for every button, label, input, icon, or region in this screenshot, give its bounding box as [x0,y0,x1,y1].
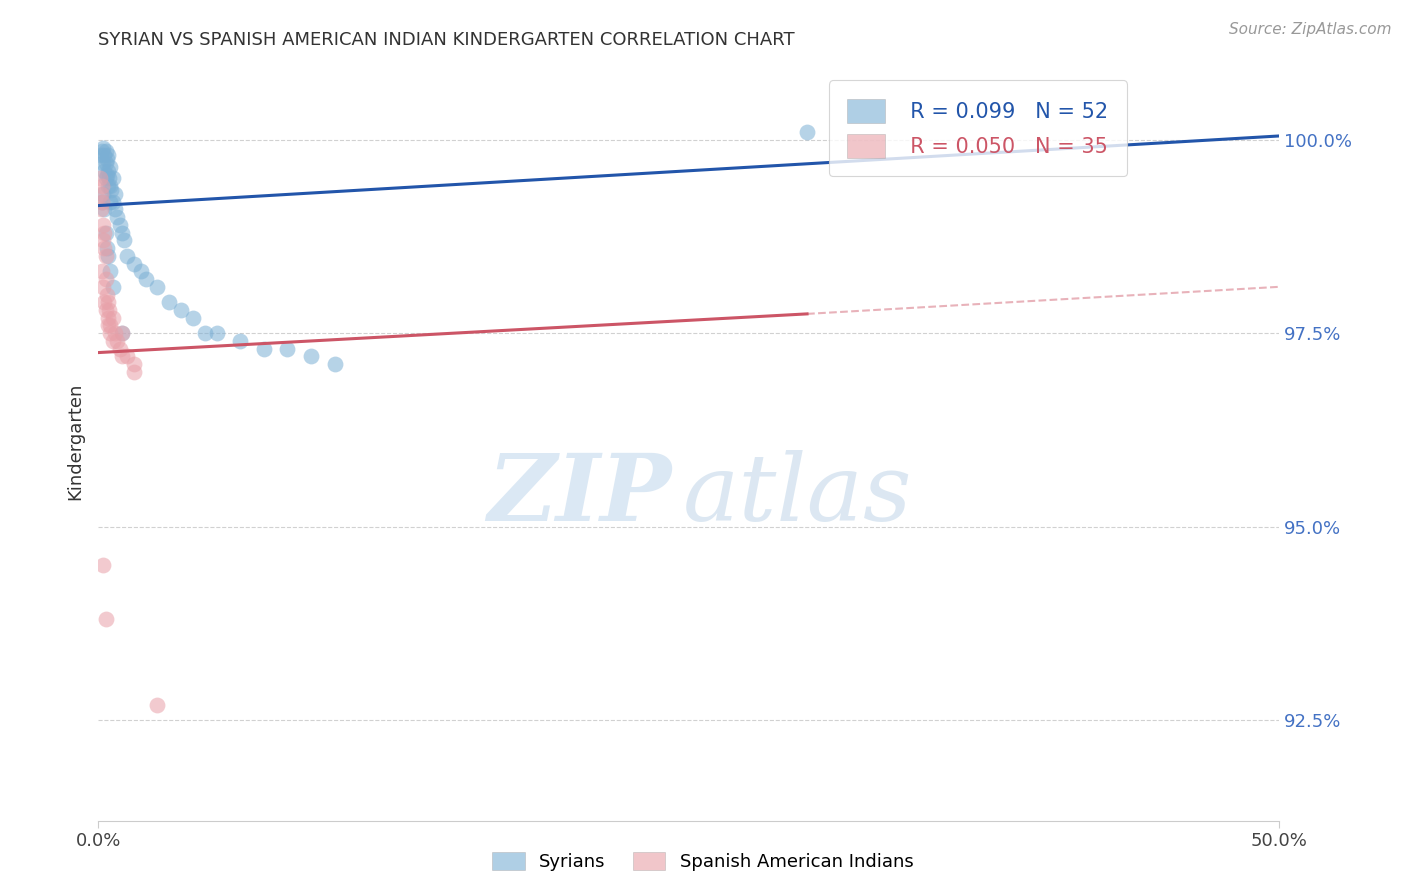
Point [93,148,115,162]
Point [146,698,169,712]
Text: atlas: atlas [683,450,912,540]
Point [205,326,228,341]
Point [97,179,120,194]
Point [146,280,169,294]
Y-axis label: Kindergarten: Kindergarten [66,383,84,500]
Point [96,241,118,255]
Point [98,264,121,278]
Point [94,156,117,170]
Point [91,558,114,573]
Point [91,156,114,170]
Point [100,183,122,197]
Text: ZIP: ZIP [486,450,671,540]
Point [101,334,124,348]
Point [96,152,118,166]
Point [170,303,193,318]
Point [94,612,117,626]
Point [105,334,128,348]
Point [96,287,118,301]
Point [91,218,114,232]
Point [323,357,346,371]
Point [97,318,120,333]
Point [93,241,115,255]
Point [253,342,276,356]
Point [111,350,134,364]
Point [157,295,180,310]
Point [105,210,128,224]
Point [194,326,217,341]
Point [101,280,124,294]
Point [98,160,121,174]
Point [91,264,114,278]
Point [94,145,117,159]
Text: SYRIAN VS SPANISH AMERICAN INDIAN KINDERGARTEN CORRELATION CHART: SYRIAN VS SPANISH AMERICAN INDIAN KINDER… [98,31,794,49]
Point [93,163,115,178]
Point [93,295,115,310]
Point [108,342,131,356]
Point [97,148,120,162]
Text: Source: ZipAtlas.com: Source: ZipAtlas.com [1229,22,1392,37]
Point [101,310,124,325]
Point [229,334,252,348]
Point [91,233,114,247]
Point [129,264,152,278]
Point [122,257,145,271]
Point [108,218,131,232]
Point [91,194,114,209]
Point [111,326,134,341]
Point [91,140,114,154]
Point [90,186,112,201]
Point [94,226,117,240]
Point [94,171,117,186]
Point [97,163,120,178]
Point [181,310,204,325]
Point [93,202,115,217]
Point [115,249,138,263]
Point [98,326,121,341]
Point [122,357,145,371]
Point [93,226,115,240]
Point [104,186,127,201]
Point [91,145,114,159]
Point [97,249,120,263]
Point [111,226,134,240]
Legend: Syrians, Spanish American Indians: Syrians, Spanish American Indians [485,845,921,879]
Point [796,125,818,139]
Legend:   R = 0.099   N = 52,   R = 0.050   N = 35: R = 0.099 N = 52, R = 0.050 N = 35 [828,80,1128,177]
Point [104,326,127,341]
Point [97,295,120,310]
Point [115,350,138,364]
Point [91,179,114,194]
Point [101,171,124,186]
Point [94,272,117,286]
Point [98,171,121,186]
Point [98,179,121,194]
Point [97,310,120,325]
Point [299,350,322,364]
Point [89,171,111,186]
Point [122,365,145,379]
Point [96,168,118,182]
Point [104,202,127,217]
Point [98,194,121,209]
Point [111,326,134,341]
Point [91,280,114,294]
Point [112,233,135,247]
Point [98,303,121,318]
Point [276,342,298,356]
Point [90,202,112,217]
Point [94,303,117,318]
Point [135,272,157,286]
Point [98,318,121,333]
Point [91,194,114,209]
Point [94,249,117,263]
Point [101,194,124,209]
Point [91,186,114,201]
Point [90,148,112,162]
